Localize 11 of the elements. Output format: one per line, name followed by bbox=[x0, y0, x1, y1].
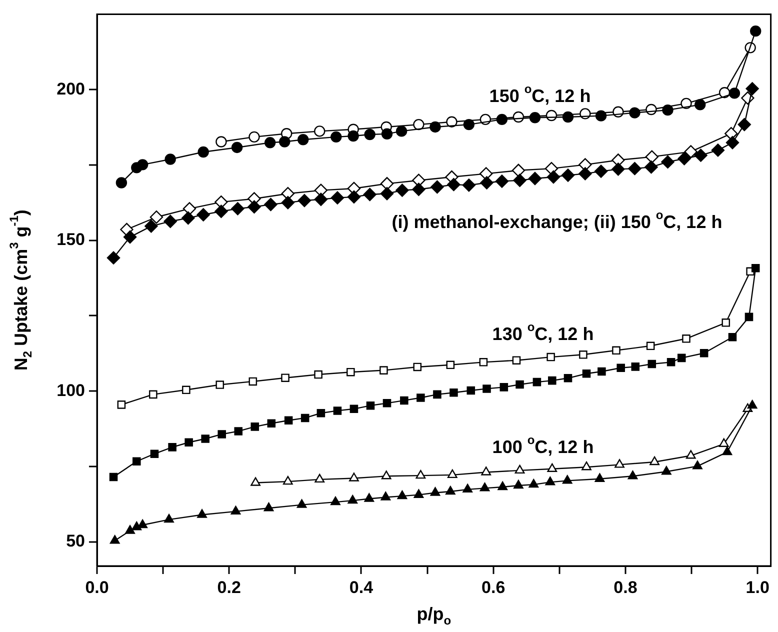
x-tick-label: 0.8 bbox=[614, 578, 638, 597]
x-tick-label: 1.0 bbox=[746, 578, 770, 597]
x-tick-label: 0.2 bbox=[217, 578, 241, 597]
y-tick-label: 50 bbox=[66, 532, 85, 551]
x-tick-label: 0.4 bbox=[349, 578, 374, 597]
y-tick-label: 150 bbox=[56, 230, 85, 250]
x-tick-label: 0.6 bbox=[482, 578, 506, 597]
y-tick-label: 100 bbox=[56, 380, 85, 400]
y-axis-title: N2 Uptake (cm3 g-1) bbox=[7, 210, 35, 371]
x-tick-label: 0.0 bbox=[85, 578, 109, 597]
y-tick-label: 200 bbox=[56, 79, 85, 98]
